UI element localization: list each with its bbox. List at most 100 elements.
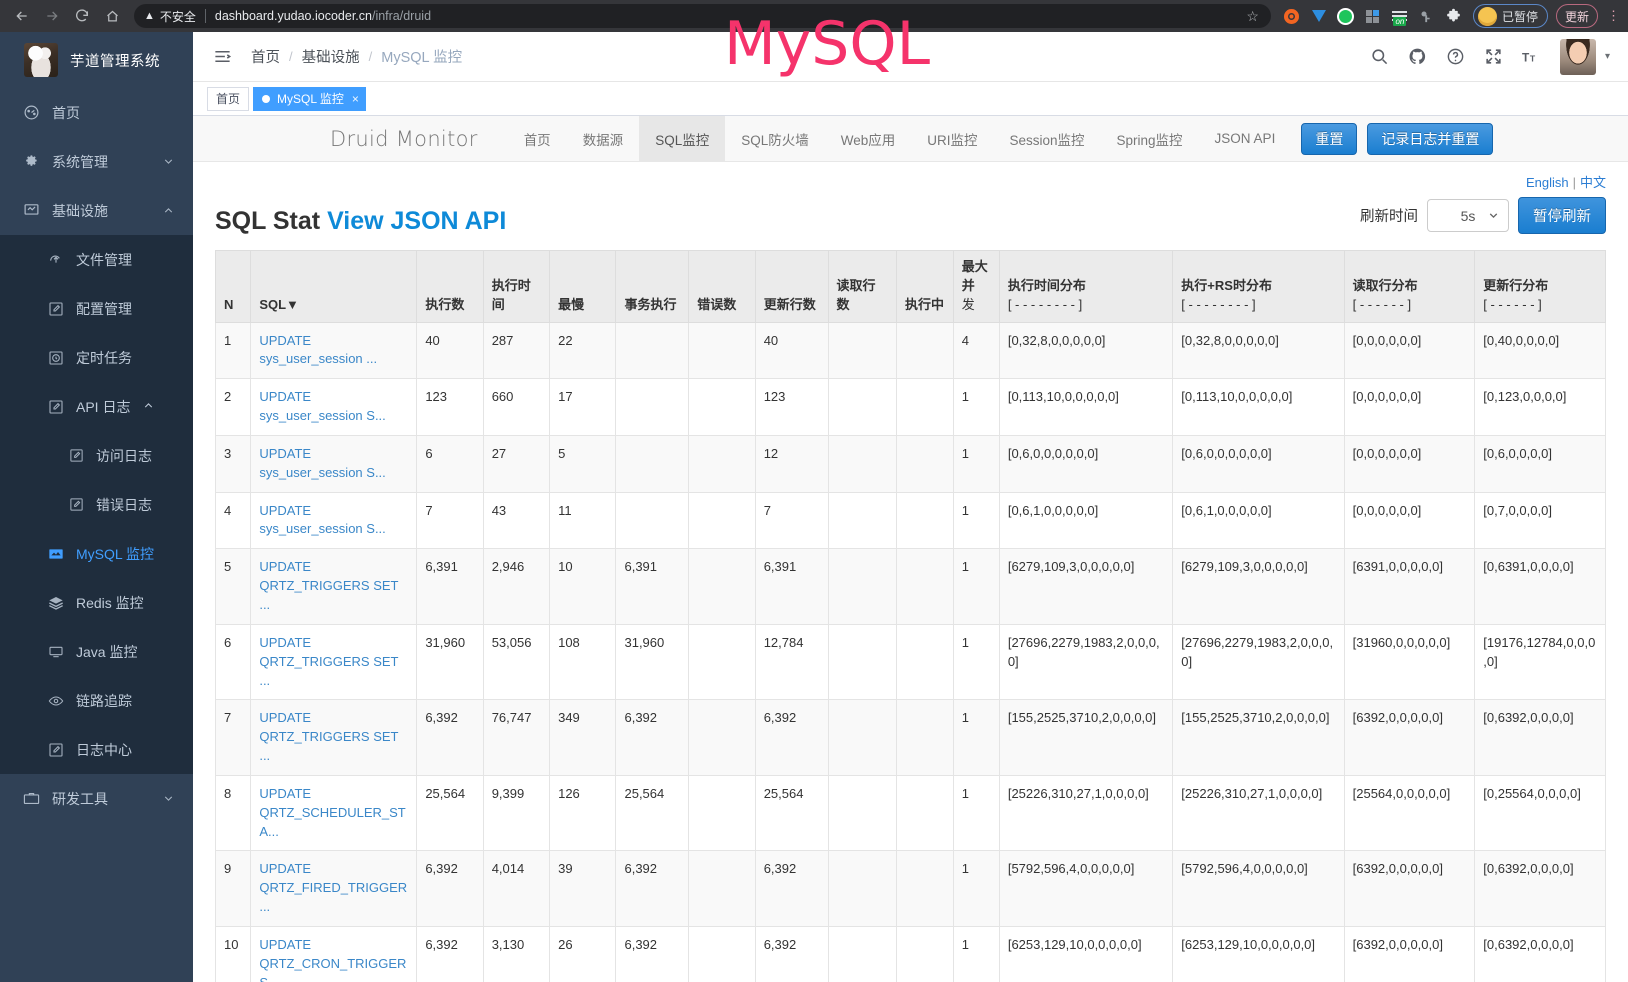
col-slowest[interactable]: 最慢 bbox=[549, 250, 617, 323]
druid-nav-sql-firewall[interactable]: SQL防火墙 bbox=[741, 132, 809, 148]
breadcrumb-item-current: MySQL 监控 bbox=[381, 50, 463, 66]
col-exec-rs-dist[interactable]: 执行+RS时分布 [ - - - - - - - - ] bbox=[1172, 250, 1345, 323]
view-json-api-link[interactable]: View JSON API bbox=[327, 207, 507, 235]
breadcrumb-item-home[interactable]: 首页 bbox=[251, 50, 280, 66]
cell-sql[interactable]: UPDATE QRTZ_TRIGGERS SET ... bbox=[250, 699, 418, 776]
sidebar-item-file-manage[interactable]: 文件管理 bbox=[0, 235, 193, 284]
cell-sql[interactable]: UPDATE QRTZ_FIRED_TRIGGER... bbox=[250, 850, 418, 927]
profile-paused-pill[interactable]: 已暂停 bbox=[1472, 4, 1548, 28]
druid-nav-web-app[interactable]: Web应用 bbox=[840, 132, 896, 148]
log-and-reset-button[interactable]: 记录日志并重置 bbox=[1367, 122, 1494, 155]
cell-sql[interactable]: UPDATE sys_user_session S... bbox=[250, 434, 418, 493]
extensions-puzzle-icon[interactable] bbox=[1441, 3, 1467, 29]
sql-link[interactable]: UPDATE QRTZ_FIRED_TRIGGER... bbox=[259, 861, 408, 915]
view-tab-mysql-monitor[interactable]: MySQL 监控 × bbox=[253, 86, 366, 111]
cell-sql[interactable]: UPDATE QRTZ_TRIGGERS SET ... bbox=[250, 548, 418, 625]
breadcrumb-item-infra[interactable]: 基础设施 bbox=[301, 50, 360, 66]
extension-diamond-icon[interactable] bbox=[1306, 3, 1332, 29]
sidebar-item-dev-tools[interactable]: 研发工具 bbox=[0, 774, 193, 823]
extension-green-check-icon[interactable] bbox=[1333, 3, 1359, 29]
col-exec-time[interactable]: 执行时间 bbox=[482, 250, 551, 323]
druid-nav-uri-monitor[interactable]: URI监控 bbox=[927, 132, 978, 148]
extension-key-icon[interactable] bbox=[1414, 3, 1440, 29]
cell-sql[interactable]: UPDATE sys_user_session S... bbox=[250, 378, 418, 436]
cell-sql[interactable]: UPDATE QRTZ_SCHEDULER_STA... bbox=[250, 774, 418, 852]
search-icon[interactable] bbox=[1370, 47, 1389, 66]
sql-link[interactable]: UPDATE QRTZ_TRIGGERS SET ... bbox=[259, 634, 399, 688]
sidebar-item-log-center[interactable]: 日志中心 bbox=[0, 725, 193, 774]
extension-list-on-icon[interactable]: on bbox=[1387, 3, 1413, 29]
sidebar-item-java-monitor[interactable]: Java 监控 bbox=[0, 627, 193, 676]
sql-link[interactable]: UPDATE QRTZ_CRON_TRIGGERS... bbox=[259, 936, 407, 982]
chevron-down-icon[interactable]: ▾ bbox=[1604, 51, 1610, 62]
avatar[interactable] bbox=[1559, 38, 1596, 75]
update-button[interactable]: 更新 bbox=[1555, 4, 1598, 28]
pause-refresh-button[interactable]: 暂停刷新 bbox=[1518, 197, 1606, 234]
sql-link[interactable]: UPDATE QRTZ_SCHEDULER_STA... bbox=[259, 785, 406, 839]
cell-sql[interactable]: UPDATE QRTZ_TRIGGERS SET ... bbox=[250, 623, 418, 701]
sidebar-item-api-log[interactable]: API 日志 bbox=[0, 382, 193, 431]
refresh-interval-select[interactable]: 5s bbox=[1427, 199, 1509, 232]
cell-sql[interactable]: UPDATE QRTZ_CRON_TRIGGERS... bbox=[250, 925, 418, 982]
sidebar-toggle-icon[interactable] bbox=[207, 42, 237, 72]
sidebar-item-trace[interactable]: 链路追踪 bbox=[0, 676, 193, 725]
col-read-rows[interactable]: 读取行数 bbox=[827, 250, 898, 323]
druid-nav-spring-monitor[interactable]: Spring监控 bbox=[1116, 132, 1183, 148]
close-icon[interactable]: × bbox=[351, 91, 359, 106]
cell-running bbox=[896, 623, 954, 701]
col-exec-count[interactable]: 执行数 bbox=[416, 250, 484, 323]
fullscreen-icon[interactable] bbox=[1484, 47, 1503, 66]
browser-home-button[interactable] bbox=[98, 2, 126, 30]
sql-link[interactable]: UPDATE sys_user_session S... bbox=[259, 389, 386, 424]
col-max-concurrent[interactable]: 最大并发 bbox=[952, 250, 1000, 323]
help-icon[interactable] bbox=[1446, 47, 1465, 66]
sidebar-item-cron-task[interactable]: 定时任务 bbox=[0, 333, 193, 382]
sidebar-item-redis-monitor[interactable]: Redis 监控 bbox=[0, 578, 193, 627]
col-sql[interactable]: SQL▼ bbox=[250, 250, 418, 323]
sql-link[interactable]: UPDATE sys_user_session S... bbox=[259, 445, 386, 480]
druid-nav-json-api[interactable]: JSON API bbox=[1214, 131, 1276, 146]
sql-link[interactable]: UPDATE sys_user_session ... bbox=[259, 332, 378, 367]
sidebar-item-error-log[interactable]: 错误日志 bbox=[0, 480, 193, 529]
cell-running bbox=[896, 548, 954, 625]
sql-link[interactable]: UPDATE QRTZ_TRIGGERS SET ... bbox=[259, 710, 399, 764]
col-exec-time-dist[interactable]: 执行时间分布 [ - - - - - - - - ] bbox=[998, 250, 1174, 323]
col-error-count[interactable]: 错误数 bbox=[688, 250, 756, 323]
druid-nav-datasource[interactable]: 数据源 bbox=[582, 132, 624, 148]
browser-back-button[interactable] bbox=[8, 2, 36, 30]
github-icon[interactable] bbox=[1408, 47, 1427, 66]
extension-orange-icon[interactable] bbox=[1279, 3, 1305, 29]
browser-forward-button[interactable] bbox=[38, 2, 66, 30]
col-update-rows[interactable]: 更新行数 bbox=[754, 250, 829, 323]
col-tx-exec[interactable]: 事务执行 bbox=[615, 250, 690, 323]
bookmark-star-icon[interactable]: ☆ bbox=[1246, 7, 1259, 24]
lang-english-link[interactable]: English bbox=[1525, 175, 1569, 190]
sql-link[interactable]: UPDATE sys_user_session S... bbox=[259, 502, 386, 537]
sidebar-item-access-log[interactable]: 访问日志 bbox=[0, 431, 193, 480]
col-update-rows-dist[interactable]: 更新行分布 [ - - - - - - ] bbox=[1474, 250, 1606, 323]
druid-nav-home[interactable]: 首页 bbox=[523, 132, 551, 148]
browser-menu-icon[interactable]: ⋮ bbox=[1607, 8, 1620, 23]
reset-button[interactable]: 重置 bbox=[1301, 122, 1358, 155]
browser-reload-button[interactable] bbox=[68, 2, 96, 30]
sql-link[interactable]: UPDATE QRTZ_TRIGGERS SET ... bbox=[259, 559, 399, 612]
sidebar-item-config-manage[interactable]: 配置管理 bbox=[0, 284, 193, 333]
lang-chinese-link[interactable]: 中文 bbox=[1579, 175, 1606, 190]
col-read-rows-dist[interactable]: 读取行分布 [ - - - - - - ] bbox=[1343, 250, 1476, 323]
view-tab-home[interactable]: 首页 bbox=[207, 86, 250, 111]
extension-grid-icon[interactable] bbox=[1360, 3, 1386, 29]
address-bar[interactable]: ▲ 不安全 dashboard.yudao.iocoder.cn/infra/d… bbox=[134, 4, 1271, 28]
druid-nav-sql-monitor[interactable]: SQL监控 bbox=[639, 116, 726, 162]
druid-brand[interactable]: Druid Monitor bbox=[330, 126, 478, 151]
cell-sql[interactable]: UPDATE sys_user_session S... bbox=[250, 491, 418, 550]
col-n[interactable]: N bbox=[214, 250, 252, 323]
col-running[interactable]: 执行中 bbox=[896, 250, 954, 323]
druid-nav-session-monitor[interactable]: Session监控 bbox=[1009, 132, 1085, 148]
sidebar-item-mysql-monitor[interactable]: MySQL 监控 bbox=[0, 529, 193, 578]
sidebar-item-infra[interactable]: 基础设施 bbox=[0, 186, 193, 235]
sidebar-brand[interactable]: 芋道管理系统 bbox=[0, 32, 193, 88]
sidebar-item-system[interactable]: 系统管理 bbox=[0, 137, 193, 186]
cell-sql[interactable]: UPDATE sys_user_session ... bbox=[250, 321, 418, 380]
sidebar-item-home[interactable]: 首页 bbox=[0, 88, 193, 137]
